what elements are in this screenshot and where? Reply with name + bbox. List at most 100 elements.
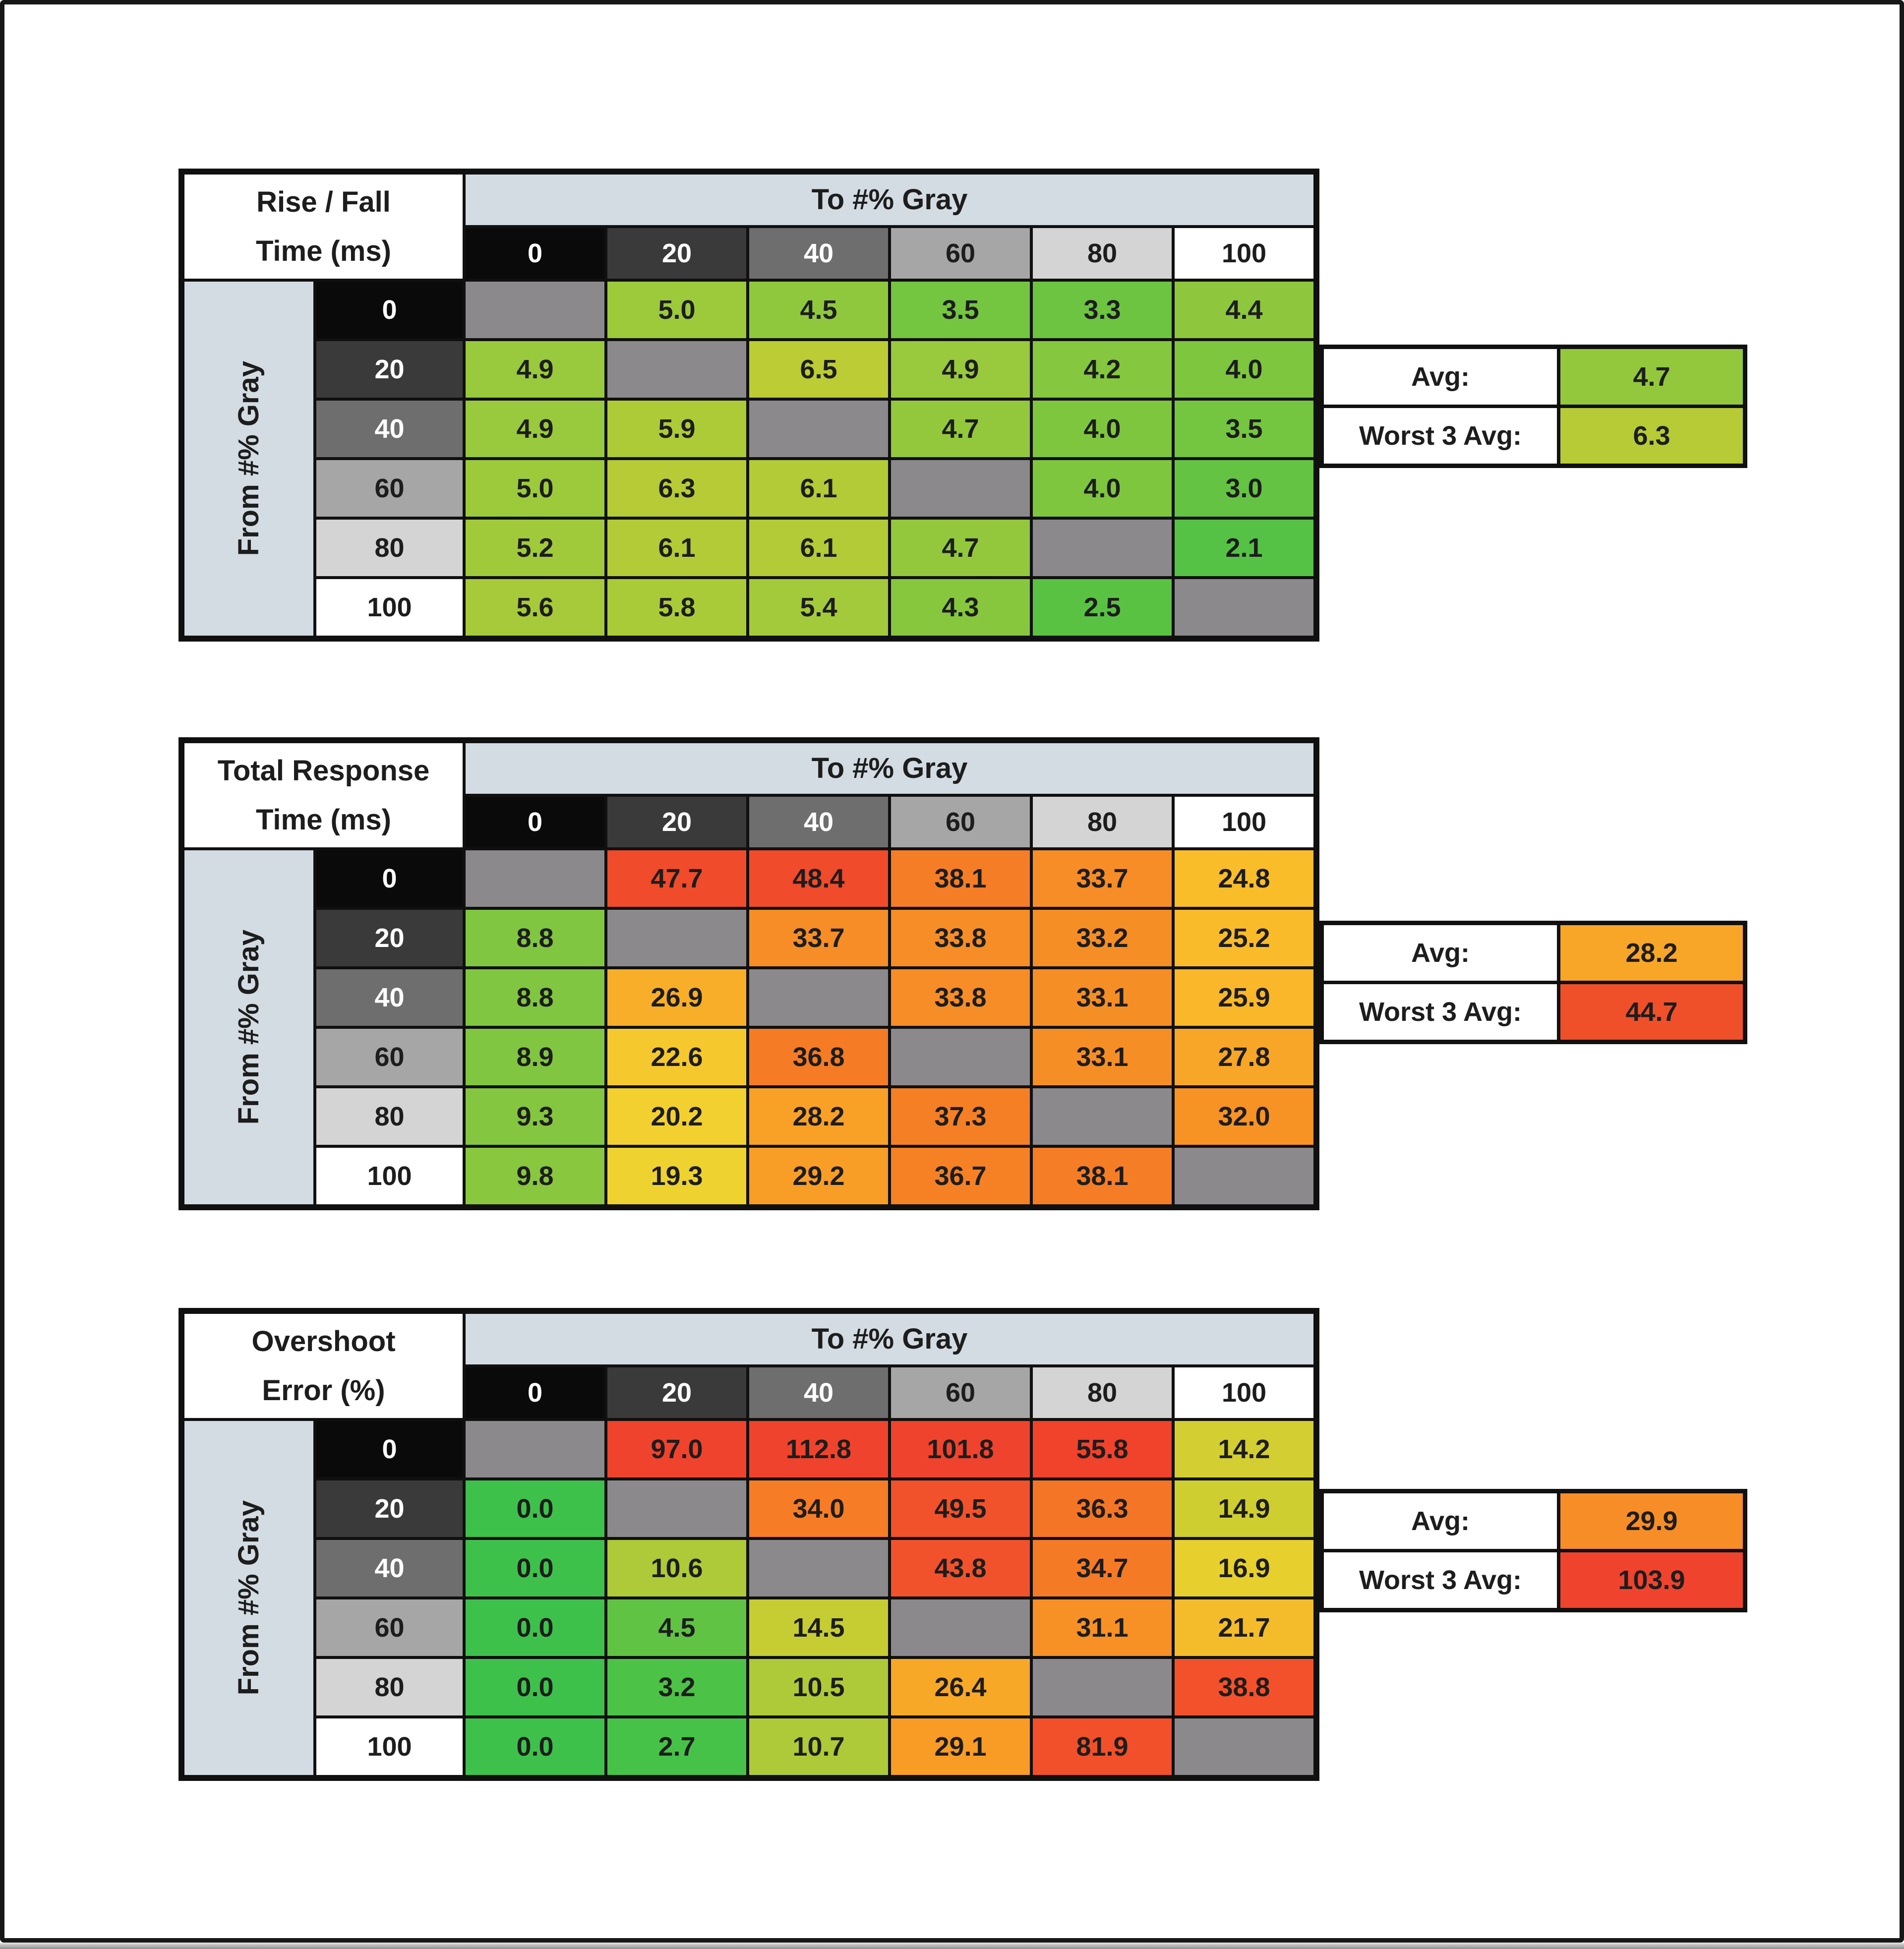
overshoot-col-header-20: 20	[607, 1367, 746, 1418]
total-response-data-cell: 22.6	[607, 1029, 746, 1085]
total-response-data-cell: 33.7	[749, 910, 888, 966]
total-response-data-cell: 29.2	[749, 1148, 888, 1204]
rise-fall-row-header-20: 20	[316, 341, 463, 398]
rise-fall-row-header-0: 0	[316, 282, 463, 338]
total-response-data-cell: 36.8	[749, 1029, 888, 1085]
overshoot-data-cell: 3.2	[607, 1659, 746, 1715]
overshoot-from-gray-label: From #% Gray	[233, 1500, 265, 1696]
total-response-data-cell: 8.8	[466, 910, 604, 966]
rise-fall-data-cell: 3.5	[1175, 401, 1313, 457]
overshoot-data-cell: 14.9	[1175, 1480, 1313, 1537]
rise-fall-from-gray-label: From #% Gray	[233, 361, 265, 556]
rise-fall-row-header-100: 100	[316, 579, 463, 636]
rise-fall-data-cell: 6.3	[607, 460, 746, 517]
total-response-data-cell: 37.3	[891, 1088, 1030, 1145]
overshoot-worst3-label: Worst 3 Avg:	[1324, 1552, 1557, 1608]
rise-fall-data-cell: 4.3	[891, 579, 1030, 636]
overshoot-data-cell: 81.9	[1033, 1718, 1172, 1775]
total-response-to-gray-header: To #% Gray	[466, 743, 1313, 794]
overshoot-to-gray-header: To #% Gray	[466, 1314, 1313, 1364]
overshoot-data-cell: 2.7	[607, 1718, 746, 1775]
overshoot-data-cell: 29.1	[891, 1718, 1030, 1775]
overshoot-col-header-100: 100	[1175, 1367, 1313, 1418]
overshoot-table: Overshoot Error (%) To #% Gray 0 20 40 60 80 100…	[178, 1308, 1319, 1781]
rise-fall-data-cell: 4.0	[1175, 341, 1313, 398]
overshoot-diagonal-cell	[607, 1480, 746, 1537]
rise-fall-data-cell: 3.5	[891, 282, 1030, 338]
overshoot-col-header-80: 80	[1033, 1367, 1172, 1418]
overshoot-data-cell: 34.0	[749, 1480, 888, 1537]
overshoot-data-cell: 10.6	[607, 1540, 746, 1596]
rise-fall-data-cell: 4.5	[749, 282, 888, 338]
rise-fall-summary-box: Avg: 4.7 Worst 3 Avg: 6.3	[1319, 345, 1747, 468]
rise-fall-data-cell: 5.2	[466, 520, 604, 576]
total-response-data-cell: 33.1	[1033, 1029, 1172, 1085]
overshoot-data-cell: 0.0	[466, 1659, 604, 1715]
overshoot-row-header-80: 80	[316, 1659, 463, 1715]
rise-fall-worst3-label: Worst 3 Avg:	[1324, 408, 1557, 464]
total-response-title: Total Response Time (ms)	[184, 743, 463, 847]
rise-fall-row-header-80: 80	[316, 520, 463, 576]
overshoot-row-header-100: 100	[316, 1718, 463, 1775]
overshoot-data-cell: 36.3	[1033, 1480, 1172, 1537]
rise-fall-data-cell: 5.4	[749, 579, 888, 636]
total-response-data-cell: 36.7	[891, 1148, 1030, 1204]
total-response-data-cell: 24.8	[1175, 850, 1313, 907]
rise-fall-data-cell: 4.7	[891, 520, 1030, 576]
overshoot-data-cell: 43.8	[891, 1540, 1030, 1596]
rise-fall-title-line2: Time (ms)	[256, 235, 391, 267]
bottom-edge-strip	[0, 1943, 1904, 1949]
rise-fall-data-cell: 6.5	[749, 341, 888, 398]
overshoot-data-cell: 101.8	[891, 1421, 1030, 1477]
rise-fall-data-cell: 5.8	[607, 579, 746, 636]
total-response-row-header-80: 80	[316, 1088, 463, 1145]
overshoot-data-cell: 55.8	[1033, 1421, 1172, 1477]
rise-fall-data-cell: 4.9	[466, 341, 604, 398]
overshoot-title-line2: Error (%)	[262, 1374, 385, 1407]
total-response-title-line1: Total Response	[217, 754, 430, 787]
total-response-data-cell: 25.2	[1175, 910, 1313, 966]
total-response-diagonal-cell	[466, 850, 604, 907]
total-response-row-header-0: 0	[316, 850, 463, 907]
rise-fall-col-header-40: 40	[749, 228, 888, 279]
rise-fall-data-cell: 4.4	[1175, 282, 1313, 338]
total-response-data-cell: 33.1	[1033, 969, 1172, 1026]
total-response-diagonal-cell	[749, 969, 888, 1026]
total-response-data-cell: 19.3	[607, 1148, 746, 1204]
rise-fall-diagonal-cell	[891, 460, 1030, 517]
rise-fall-data-cell: 3.3	[1033, 282, 1172, 338]
rise-fall-data-cell: 6.1	[607, 520, 746, 576]
rise-fall-diagonal-cell	[749, 401, 888, 457]
rise-fall-title: Rise / Fall Time (ms)	[184, 175, 463, 279]
rise-fall-data-cell: 4.2	[1033, 341, 1172, 398]
overshoot-data-cell: 10.5	[749, 1659, 888, 1715]
overshoot-title: Overshoot Error (%)	[184, 1314, 463, 1418]
overshoot-row-header-20: 20	[316, 1480, 463, 1537]
total-response-data-cell: 26.9	[607, 969, 746, 1026]
rise-fall-data-cell: 5.9	[607, 401, 746, 457]
overshoot-row-header-0: 0	[316, 1421, 463, 1477]
overshoot-data-cell: 31.1	[1033, 1599, 1172, 1656]
overshoot-data-cell: 0.0	[466, 1540, 604, 1596]
rise-fall-diagonal-cell	[1033, 520, 1172, 576]
overshoot-avg-label: Avg:	[1324, 1493, 1557, 1549]
total-response-data-cell: 20.2	[607, 1088, 746, 1145]
overshoot-data-cell: 26.4	[891, 1659, 1030, 1715]
overshoot-data-cell: 49.5	[891, 1480, 1030, 1537]
total-response-avg-label: Avg:	[1324, 925, 1557, 981]
overshoot-data-cell: 10.7	[749, 1718, 888, 1775]
total-response-worst3-label: Worst 3 Avg:	[1324, 984, 1557, 1040]
rise-fall-data-cell: 4.0	[1033, 401, 1172, 457]
rise-fall-data-cell: 6.1	[749, 520, 888, 576]
total-response-col-header-40: 40	[749, 797, 888, 847]
total-response-diagonal-cell	[891, 1029, 1030, 1085]
rise-fall-data-cell: 6.1	[749, 460, 888, 517]
overshoot-from-gray-header: From #% Gray	[184, 1421, 313, 1775]
rise-fall-to-gray-header: To #% Gray	[466, 175, 1313, 225]
overshoot-data-cell: 38.8	[1175, 1659, 1313, 1715]
total-response-row-header-60: 60	[316, 1029, 463, 1085]
overshoot-data-cell: 112.8	[749, 1421, 888, 1477]
rise-fall-col-header-80: 80	[1033, 228, 1172, 279]
overshoot-data-cell: 4.5	[607, 1599, 746, 1656]
rise-fall-diagonal-cell	[1175, 579, 1313, 636]
